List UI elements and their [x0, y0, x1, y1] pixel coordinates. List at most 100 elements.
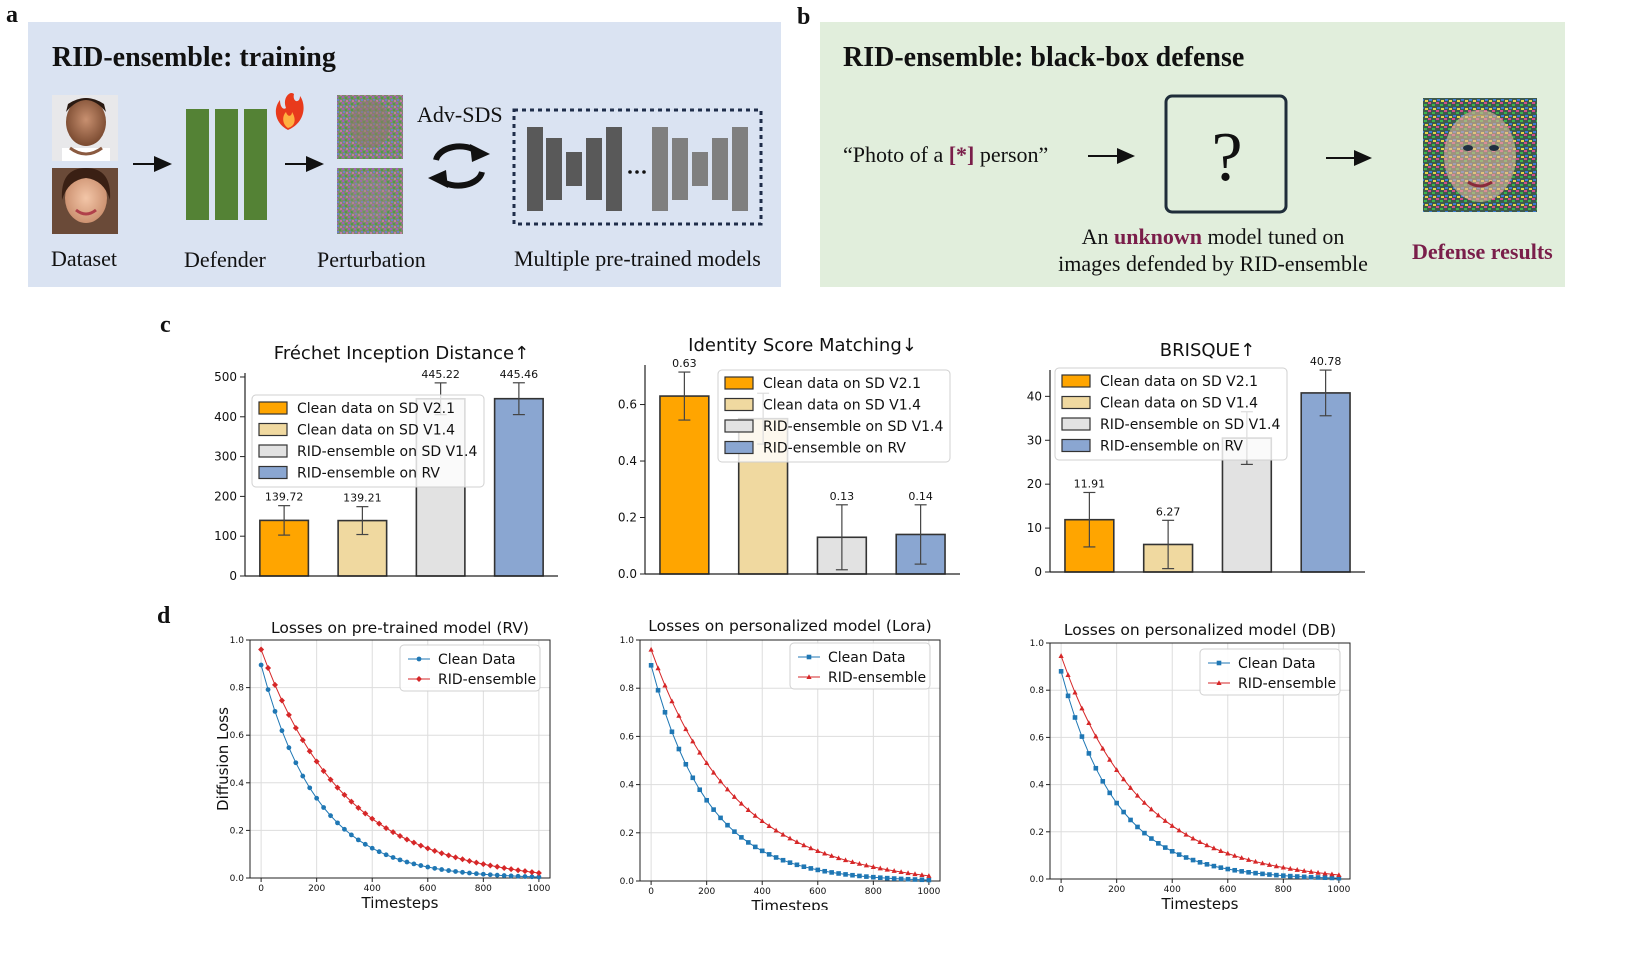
data-point: [473, 859, 480, 866]
legend-label: Clean data on SD V2.1: [763, 376, 921, 392]
x-tick-label: 600: [1219, 885, 1236, 895]
data-point: [752, 812, 758, 818]
y-tick-label: 0.8: [620, 684, 635, 694]
data-point: [515, 873, 521, 879]
bar: [493, 397, 544, 577]
data-point: [1086, 720, 1092, 726]
plot-frame: [639, 639, 941, 882]
x-tick-label: 1000: [527, 884, 550, 894]
data-point: [891, 876, 897, 881]
data-point: [508, 866, 515, 873]
chart-title: Losses on pre-trained model (RV): [271, 619, 529, 637]
data-point: [1072, 715, 1078, 720]
data-point: [871, 874, 876, 880]
panel-a-title: RID-ensemble: training: [52, 42, 336, 73]
data-label: 445.22: [421, 368, 460, 381]
data-point: [473, 871, 479, 877]
data-point: [926, 877, 932, 883]
data-point: [272, 681, 278, 688]
data-point: [669, 729, 675, 735]
data-point: [773, 855, 779, 860]
data-point: [870, 864, 876, 869]
data-point: [732, 829, 737, 834]
data-point: [1086, 751, 1092, 756]
data-point: [863, 862, 869, 868]
data-point: [494, 863, 501, 870]
pretrained-models-icon: [527, 127, 748, 211]
legend-swatch: [258, 465, 288, 480]
data-point: [731, 794, 738, 799]
data-point: [745, 807, 751, 812]
data-point: [258, 646, 265, 653]
data-point: [1134, 792, 1141, 798]
y-tick-label: 0.0: [1030, 875, 1045, 885]
legend-label: Clean data on SD V2.1: [1100, 374, 1258, 390]
data-point: [1197, 860, 1203, 865]
data-point: [446, 868, 452, 873]
data-point: [376, 820, 383, 827]
data-point: [780, 857, 786, 863]
data-point: [704, 760, 710, 766]
legend-box: [251, 394, 485, 488]
data-point: [683, 726, 689, 732]
data-point: [383, 852, 389, 858]
x-tick-label: 800: [865, 887, 882, 897]
data-point: [417, 842, 424, 849]
data-point: [279, 728, 285, 734]
y-tick-label: 1.0: [620, 636, 635, 646]
panel-letter-a: a: [6, 2, 18, 28]
data-label: 11.91: [1074, 477, 1106, 490]
models-box: [512, 108, 763, 226]
data-point: [362, 841, 368, 847]
data-point: [1287, 873, 1293, 879]
data-point: [369, 845, 375, 851]
legend-swatch: [724, 440, 754, 455]
legend-label: Clean data on SD V1.4: [297, 423, 455, 439]
y-tick-label: 10: [1027, 521, 1042, 535]
data-point: [766, 823, 772, 828]
data-point: [1225, 850, 1231, 856]
data-point: [1114, 767, 1120, 772]
data-point: [418, 863, 424, 868]
dataset-face-2-image: [52, 168, 118, 234]
data-point: [1253, 870, 1258, 876]
data-point: [1093, 765, 1099, 771]
perturbation-label: Perturbation: [317, 247, 426, 272]
data-point: [390, 855, 396, 860]
y-tick-label: 40: [1027, 389, 1042, 403]
legend-label: Clean Data: [828, 650, 906, 666]
data-point: [655, 665, 661, 671]
data-point: [648, 663, 654, 668]
data-point: [535, 869, 542, 876]
data-point: [1058, 669, 1064, 674]
x-tick-label: 0: [258, 884, 264, 894]
legend-swatch: [1061, 438, 1091, 453]
data-point: [411, 861, 417, 867]
data-point: [919, 877, 925, 883]
data-point: [1135, 824, 1140, 830]
data-point: [1107, 756, 1113, 762]
data-point: [1079, 705, 1085, 711]
loss-chart-lora: 0 200 400 600 800 1000 0.0 0.2 0.4 0.6 0.8 1.0 Losse…: [620, 617, 941, 910]
data-point: [1190, 835, 1196, 841]
data-point: [1058, 653, 1064, 658]
panel-letter-b: b: [797, 4, 811, 30]
panel-b-diagram: [1088, 94, 1537, 214]
data-point: [718, 815, 723, 821]
brisque-bar-chart: BRISQUE↑ 0 10 20 30 40 11.91 6.27 40.78 Clean dat…: [1027, 340, 1365, 579]
legend-label: Clean Data: [1238, 656, 1316, 672]
data-point: [522, 874, 528, 879]
data-point: [1259, 860, 1266, 866]
data-point: [787, 860, 793, 865]
data-point: [905, 876, 911, 882]
data-point: [355, 837, 361, 843]
y-tick-label: 0.0: [620, 877, 635, 887]
y-tick-label: 0.6: [620, 732, 635, 742]
bar: [1300, 392, 1351, 573]
data-point: [480, 871, 486, 877]
loss-chart-db: 0 200 400 600 800 1000 0.0 0.2 0.4 0.6 0.8 1.0 Losse…: [1030, 621, 1351, 910]
data-point: [466, 858, 473, 865]
data-point: [1072, 689, 1078, 695]
y-tick-label: 0.6: [618, 398, 637, 412]
y-tick-label: 0.8: [1030, 686, 1045, 696]
